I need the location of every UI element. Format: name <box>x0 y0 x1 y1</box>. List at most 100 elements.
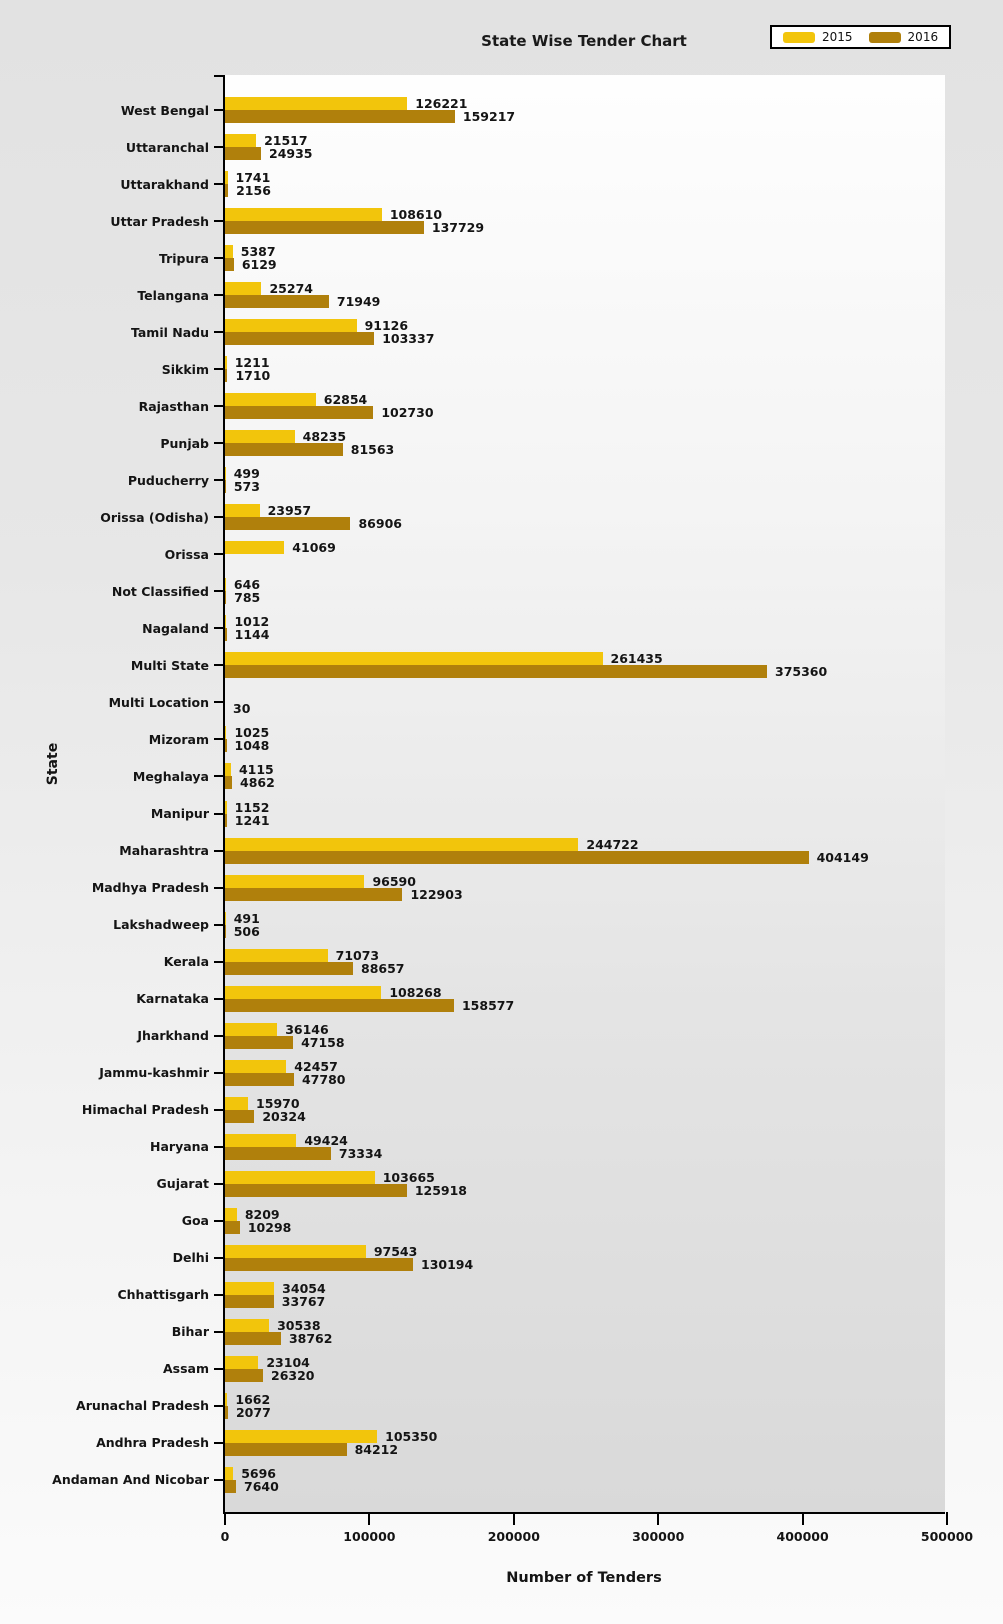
bar-2015[interactable] <box>225 911 226 925</box>
bar-2015[interactable] <box>225 985 382 999</box>
bar-2016[interactable] <box>225 1257 413 1271</box>
bar-2016[interactable] <box>225 776 233 790</box>
category-label: Assam <box>162 1361 209 1377</box>
bar-2016[interactable] <box>225 406 374 420</box>
bar-2015[interactable] <box>225 171 228 185</box>
bar-2015[interactable] <box>225 430 295 444</box>
bar-2015[interactable] <box>225 1244 366 1258</box>
bar-2016[interactable] <box>225 295 329 309</box>
bar-2016[interactable] <box>225 1294 274 1308</box>
bar-2016[interactable] <box>225 147 261 161</box>
bar-2016[interactable] <box>225 1035 294 1049</box>
bar-2016[interactable] <box>225 258 234 272</box>
bar-2016[interactable] <box>225 961 354 975</box>
legend-item-2016[interactable]: 2016 <box>868 30 938 44</box>
value-label-2016: 1144 <box>234 627 270 643</box>
bar-2015[interactable] <box>225 134 257 148</box>
value-label-2016: 785 <box>234 590 261 606</box>
value-label-2016: 102730 <box>381 405 434 421</box>
bar-2015[interactable] <box>225 1392 228 1406</box>
bar-2015[interactable] <box>225 726 227 740</box>
category-label: Uttaranchal <box>125 139 209 155</box>
bar-2015[interactable] <box>225 578 226 592</box>
bar-2016[interactable] <box>225 1479 237 1493</box>
bar-2015[interactable] <box>225 1059 287 1073</box>
bar-2015[interactable] <box>225 948 328 962</box>
bar-2016[interactable] <box>225 480 226 494</box>
bar-2015[interactable] <box>225 1355 259 1369</box>
category-label: Himachal Pradesh <box>81 1102 209 1118</box>
category-label: Karnataka <box>136 991 209 1007</box>
bar-2016[interactable] <box>225 628 227 642</box>
value-label-2016: 2156 <box>236 183 271 199</box>
bar-2015[interactable] <box>225 1207 237 1221</box>
bar-2016[interactable] <box>225 998 454 1012</box>
bar-2015[interactable] <box>225 356 227 370</box>
value-label-2016: 506 <box>233 923 260 939</box>
bar-2016[interactable] <box>225 1183 407 1197</box>
bar-2015[interactable] <box>225 1096 249 1110</box>
value-label-2015: 108268 <box>389 984 442 1000</box>
bar-2015[interactable] <box>225 615 227 629</box>
bar-2016[interactable] <box>225 221 424 235</box>
bar-2015[interactable] <box>225 319 357 333</box>
bar-2016[interactable] <box>225 1405 228 1419</box>
bar-2016[interactable] <box>225 850 809 864</box>
value-label-2015: 103665 <box>382 1169 435 1185</box>
bar-2016[interactable] <box>225 591 227 605</box>
bar-2016[interactable] <box>225 110 455 123</box>
bar-2016[interactable] <box>225 1442 347 1456</box>
bar-2015[interactable] <box>225 467 226 481</box>
bar-2015[interactable] <box>225 1281 275 1295</box>
bar-2015[interactable] <box>225 541 285 555</box>
bar-2015[interactable] <box>225 1170 375 1184</box>
bar-2016[interactable] <box>225 887 403 901</box>
category-label: Lakshadweep <box>113 917 209 933</box>
value-label-2015: 49424 <box>304 1132 348 1148</box>
bar-2015[interactable] <box>225 1466 234 1480</box>
bar-2016[interactable] <box>225 369 228 383</box>
bar-2016[interactable] <box>225 332 375 346</box>
y-tick <box>214 146 223 149</box>
y-tick <box>214 923 223 926</box>
bar-2015[interactable] <box>225 393 316 407</box>
bar-2015[interactable] <box>225 652 603 666</box>
bar-2016[interactable] <box>225 665 768 679</box>
bar-2015[interactable] <box>225 1133 297 1147</box>
bar-2015[interactable] <box>225 1022 278 1036</box>
bar-2016[interactable] <box>225 184 229 198</box>
value-label-2016: 26320 <box>271 1367 315 1383</box>
category-label: Goa <box>181 1213 209 1229</box>
bar-2015[interactable] <box>225 97 408 110</box>
bar-2016[interactable] <box>225 517 351 531</box>
bar-2016[interactable] <box>225 924 226 938</box>
bar-2015[interactable] <box>225 800 227 814</box>
y-tick <box>214 775 223 778</box>
bar-2015[interactable] <box>225 763 231 777</box>
bar-2015[interactable] <box>225 837 579 851</box>
bar-2015[interactable] <box>225 1318 270 1332</box>
bar-2015[interactable] <box>225 245 233 259</box>
legend-item-2015[interactable]: 2015 <box>783 30 853 44</box>
x-tick <box>512 1512 515 1525</box>
bar-2016[interactable] <box>225 443 343 457</box>
plot-area: West Bengal 126221 159217 Uttaranchal 21517 2… <box>52 75 973 1544</box>
bar-2015[interactable] <box>225 1429 378 1443</box>
bar-2016[interactable] <box>225 1331 281 1345</box>
value-label-2016: 47158 <box>301 1034 345 1050</box>
bar-2016[interactable] <box>225 1368 263 1382</box>
bar-2016[interactable] <box>225 1072 294 1086</box>
bar-2016[interactable] <box>225 739 227 753</box>
y-tick <box>214 553 223 556</box>
bar-2015[interactable] <box>225 504 260 518</box>
y-tick <box>214 1219 223 1222</box>
bar-2015[interactable] <box>225 208 382 222</box>
bar-2015[interactable] <box>225 874 365 888</box>
bar-2016[interactable] <box>225 1109 255 1123</box>
x-tick-label: 100000 <box>343 1529 396 1544</box>
bar-2016[interactable] <box>225 1146 331 1160</box>
category-label: Orissa <box>164 546 209 562</box>
bar-2016[interactable] <box>225 1220 240 1234</box>
bar-2016[interactable] <box>225 813 227 827</box>
bar-2015[interactable] <box>225 282 262 296</box>
